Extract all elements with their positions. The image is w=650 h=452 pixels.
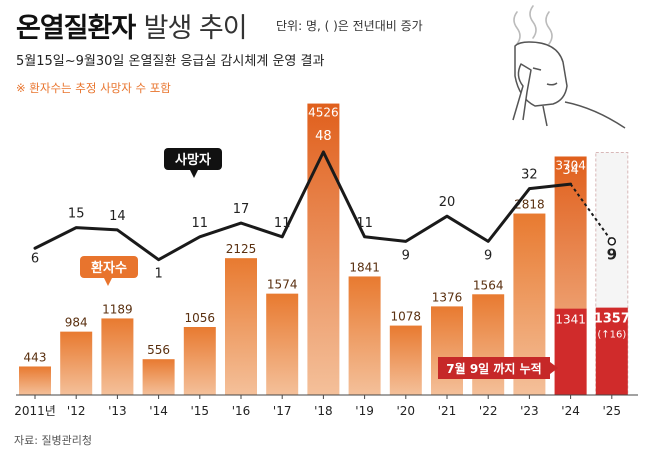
partial-bar-label-14: 1357 [594, 312, 630, 327]
partial-bar-13 [554, 308, 587, 395]
bar-label-8: 1841 [349, 260, 380, 274]
bar-1 [60, 331, 93, 395]
bar-label-6: 1574 [267, 278, 298, 292]
title-light: 발생 추이 [143, 13, 248, 44]
death-label-4: 11 [192, 216, 209, 231]
x-tick-label-1: '12 [67, 404, 86, 418]
callout-patients-box [80, 256, 138, 278]
callout-patients-tail [104, 278, 112, 286]
title-bold: 온열질환자 [16, 13, 136, 44]
x-tick-label-12: '23 [520, 404, 539, 418]
bar-label-5: 2125 [226, 242, 257, 256]
x-tick-label-10: '21 [438, 404, 457, 418]
header: 온열질환자 발생 추이 단위: 명, ( )은 전년대비 증가 5월15일~9월… [0, 0, 650, 120]
bar-label-3: 556 [147, 343, 170, 357]
x-tick-label-11: '22 [479, 404, 498, 418]
bar-label-0: 443 [24, 350, 47, 364]
page-title: 온열질환자 발생 추이 [16, 6, 248, 45]
death-label-12: 32 [521, 168, 538, 183]
x-tick-label-7: '18 [314, 404, 333, 418]
death-label-13: 34 [562, 163, 579, 178]
death-label-7: 48 [315, 129, 332, 144]
bar-label-10: 1376 [432, 290, 463, 304]
x-tick-label-9: '20 [397, 404, 416, 418]
bar-label-2: 1189 [102, 302, 133, 316]
bar-11 [472, 294, 505, 395]
callout-deaths-box [164, 148, 222, 170]
overheated-person-icon [512, 5, 626, 129]
bar-label-4: 1056 [185, 311, 216, 325]
bars-layer: 4439841189556105621251574452618411078137… [19, 103, 630, 396]
partial-note-tail [550, 362, 558, 374]
bar-label-1: 984 [65, 316, 88, 330]
death-label-10: 20 [439, 195, 456, 210]
callout-deaths-tail [190, 170, 198, 178]
x-tick-label-8: '19 [355, 404, 374, 418]
death-label-5: 17 [233, 202, 250, 217]
death-label-0: 6 [31, 251, 39, 266]
source-note: 자료: 질병관리청 [14, 434, 93, 447]
bar-5 [225, 258, 257, 395]
bar-4 [183, 327, 216, 395]
x-tick-label-0: 2011년 [14, 404, 56, 418]
death-label-3: 1 [154, 267, 162, 282]
death-label-1: 15 [68, 207, 85, 222]
bar-label-12: 2818 [514, 198, 545, 212]
partial-bar-14 [595, 307, 628, 395]
callout-patients-text: 환자수 [91, 260, 127, 276]
x-tick-label-4: '15 [191, 404, 210, 418]
partial-change-label: (↑16) [597, 330, 626, 341]
bar-6 [266, 293, 299, 395]
deaths-point-2025 [607, 237, 617, 246]
bar-9 [389, 325, 422, 395]
death-label-6: 11 [274, 216, 291, 231]
x-tick-label-5: '16 [232, 404, 251, 418]
x-tick-label-2: '13 [108, 404, 127, 418]
bar-2 [101, 318, 134, 395]
callout-deaths-text: 사망자 [175, 152, 211, 168]
partial-bar-label-13: 1341 [555, 313, 586, 327]
death-label-11: 9 [484, 248, 492, 263]
bar-8 [348, 276, 381, 395]
x-axis: 2011년 '12 '13 '14 '15 '16 '17 '18 '19 '20 '21 '22 '2… [14, 394, 638, 418]
death-label-2: 14 [109, 209, 126, 224]
partial-note-box [438, 357, 550, 379]
death-label-8: 11 [356, 216, 373, 231]
x-tick-label-6: '17 [273, 404, 292, 418]
x-tick-label-3: '14 [149, 404, 168, 418]
x-tick-label-13: '24 [561, 404, 580, 418]
bar-0 [19, 366, 51, 395]
bar-3 [142, 359, 175, 395]
deaths-line [33, 150, 573, 262]
bar-10 [431, 306, 463, 395]
bar-label-11: 1564 [473, 278, 504, 292]
partial-note-text: 7월 9일 까지 누적 [446, 361, 541, 376]
x-tick-label-14: '25 [603, 404, 622, 418]
subtitle: 5월15일~9월30일 온열질환 응급실 감시체계 운영 결과 [16, 54, 325, 69]
unit-note: 단위: 명, ( )은 전년대비 증가 [276, 19, 423, 33]
death-label-14: 9 [607, 245, 617, 263]
death-label-9: 9 [402, 248, 410, 263]
bar-label-13: 3704 [555, 158, 586, 172]
bar-7 [307, 103, 340, 396]
footnote: ※ 환자수는 추정 사망자 수 포함 [16, 81, 171, 95]
bar-label-9: 1078 [391, 310, 422, 324]
bar-label-7: 4526 [308, 106, 339, 120]
